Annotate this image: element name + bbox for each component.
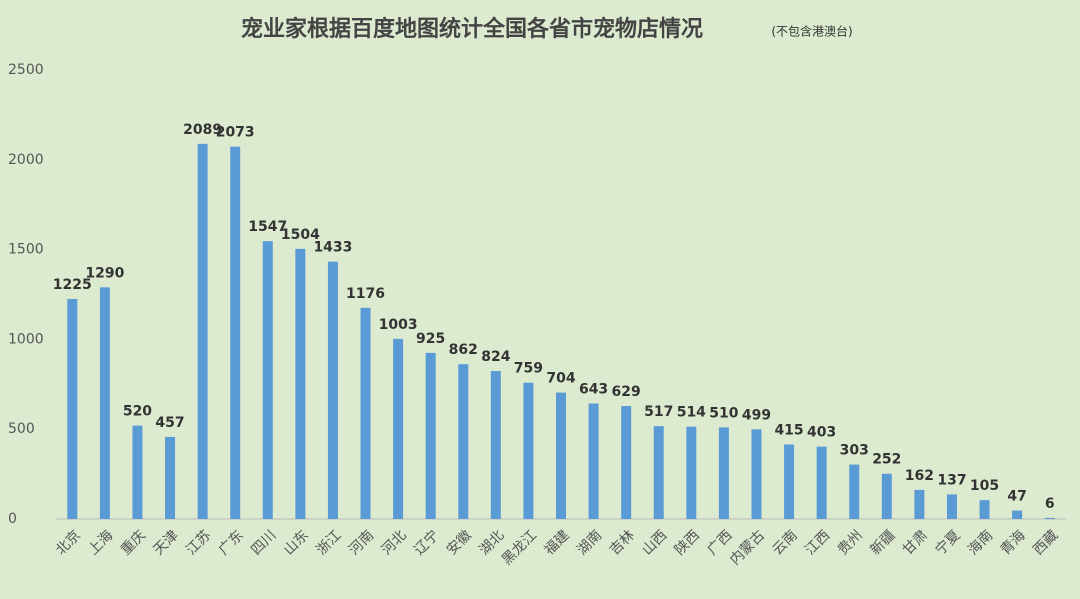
- bar: [490, 371, 501, 519]
- value-label: 704: [546, 371, 575, 387]
- value-label: 1547: [248, 219, 287, 235]
- bar: [327, 261, 338, 519]
- value-label: 457: [155, 415, 184, 431]
- bar: [686, 426, 697, 519]
- value-label: 759: [514, 361, 543, 377]
- bar: [751, 429, 762, 519]
- value-label: 2089: [183, 122, 222, 138]
- value-label: 162: [905, 468, 934, 484]
- bar: [588, 403, 599, 519]
- bar: [67, 298, 78, 519]
- bar: [230, 146, 241, 519]
- bar: [816, 446, 827, 519]
- chart-subtitle: (不包含港澳台): [771, 24, 852, 39]
- bar: [262, 241, 273, 519]
- value-label: 510: [709, 405, 738, 421]
- value-label: 862: [449, 342, 478, 358]
- bar: [360, 307, 371, 519]
- bar: [881, 473, 892, 519]
- value-label: 403: [807, 425, 836, 441]
- value-label: 415: [774, 422, 803, 438]
- value-label: 643: [579, 382, 608, 398]
- value-label: 1290: [85, 265, 124, 281]
- bar: [458, 364, 469, 519]
- value-label: 520: [123, 404, 152, 420]
- value-label: 1225: [53, 277, 92, 293]
- value-label: 629: [612, 384, 641, 400]
- bar: [914, 489, 925, 519]
- bar: [393, 338, 404, 519]
- y-tick-label: 1000: [8, 331, 44, 347]
- bar: [425, 352, 436, 519]
- value-label: 137: [937, 472, 966, 488]
- value-label: 252: [872, 452, 901, 468]
- bar: [523, 382, 534, 519]
- y-tick-label: 2500: [8, 62, 44, 78]
- y-tick-label: 1500: [8, 242, 44, 258]
- value-label: 303: [840, 443, 869, 459]
- bar: [979, 500, 990, 519]
- bar: [718, 427, 729, 519]
- bar: [165, 436, 176, 519]
- value-label: 514: [677, 405, 706, 421]
- value-label: 1176: [346, 286, 385, 302]
- value-label: 1433: [313, 240, 352, 256]
- bar: [197, 143, 208, 519]
- bar: [653, 426, 664, 519]
- bar: [784, 444, 795, 519]
- value-label: 499: [742, 407, 771, 423]
- bar: [295, 248, 306, 520]
- bar: [946, 494, 957, 519]
- value-label: 105: [970, 478, 999, 494]
- bar: [132, 425, 143, 519]
- value-label: 6: [1045, 496, 1055, 512]
- bar: [621, 406, 632, 519]
- bar: [1044, 517, 1055, 519]
- value-label: 517: [644, 404, 673, 420]
- value-label: 824: [481, 349, 510, 365]
- value-label: 1003: [379, 317, 418, 333]
- bar: [1012, 510, 1023, 519]
- value-label: 47: [1007, 489, 1026, 505]
- bar: [849, 464, 860, 519]
- bar: [99, 287, 110, 519]
- chart-title: 宠业家根据百度地图统计全国各省市宠物店情况: [241, 16, 703, 42]
- y-tick-label: 0: [8, 511, 17, 527]
- value-label: 925: [416, 331, 445, 347]
- y-tick-label: 500: [8, 421, 35, 437]
- value-label: 2073: [216, 125, 255, 141]
- value-label: 1504: [281, 227, 320, 243]
- y-tick-label: 2000: [8, 152, 44, 168]
- bar: [556, 392, 566, 519]
